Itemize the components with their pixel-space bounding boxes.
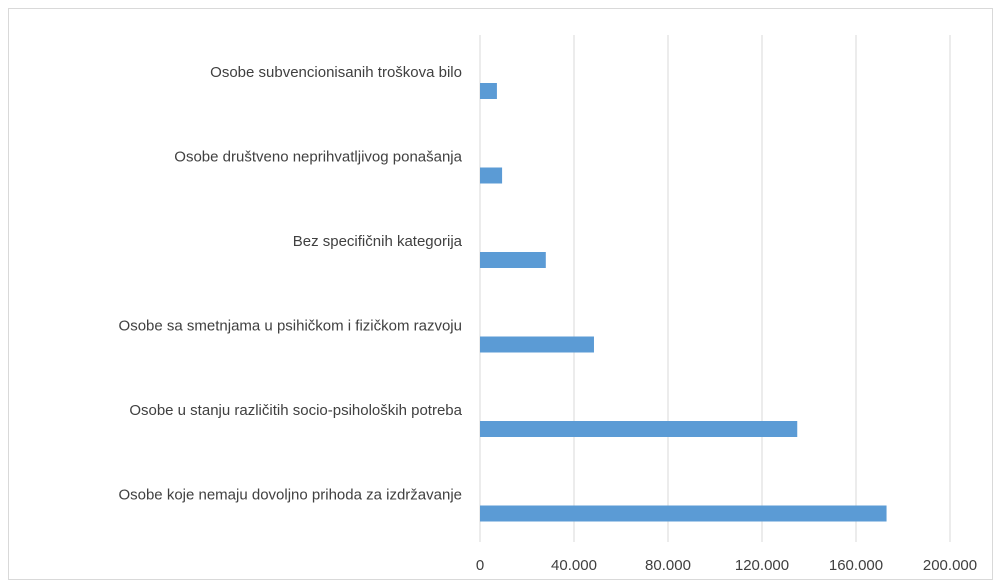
bar xyxy=(480,336,594,353)
bar xyxy=(480,167,503,184)
x-tick-label: 120.000 xyxy=(735,557,789,574)
x-tick-label: 0 xyxy=(476,557,484,574)
bar xyxy=(480,252,546,268)
x-tick-label: 80.000 xyxy=(645,557,691,574)
y-tick-label: Bez specifičnih kategorija xyxy=(293,233,463,250)
x-tick-label: 200.000 xyxy=(923,557,977,574)
bar xyxy=(480,505,887,522)
x-tick-label: 40.000 xyxy=(551,557,597,574)
y-tick-label: Osobe u stanju različitih socio-psihološ… xyxy=(129,402,462,419)
chart-frame xyxy=(8,8,993,580)
y-tick-label: Osobe koje nemaju dovoljno prihoda za iz… xyxy=(118,486,462,503)
x-tick-label: 160.000 xyxy=(829,557,883,574)
y-tick-label: Osobe sa smetnjama u psihičkom i fizičko… xyxy=(119,317,462,334)
y-tick-label: Osobe subvencionisanih troškova bilo xyxy=(210,64,462,81)
y-tick-label: Osobe društveno neprihvatljivog ponašanj… xyxy=(174,148,462,165)
bar xyxy=(480,421,798,437)
bar xyxy=(480,83,497,99)
